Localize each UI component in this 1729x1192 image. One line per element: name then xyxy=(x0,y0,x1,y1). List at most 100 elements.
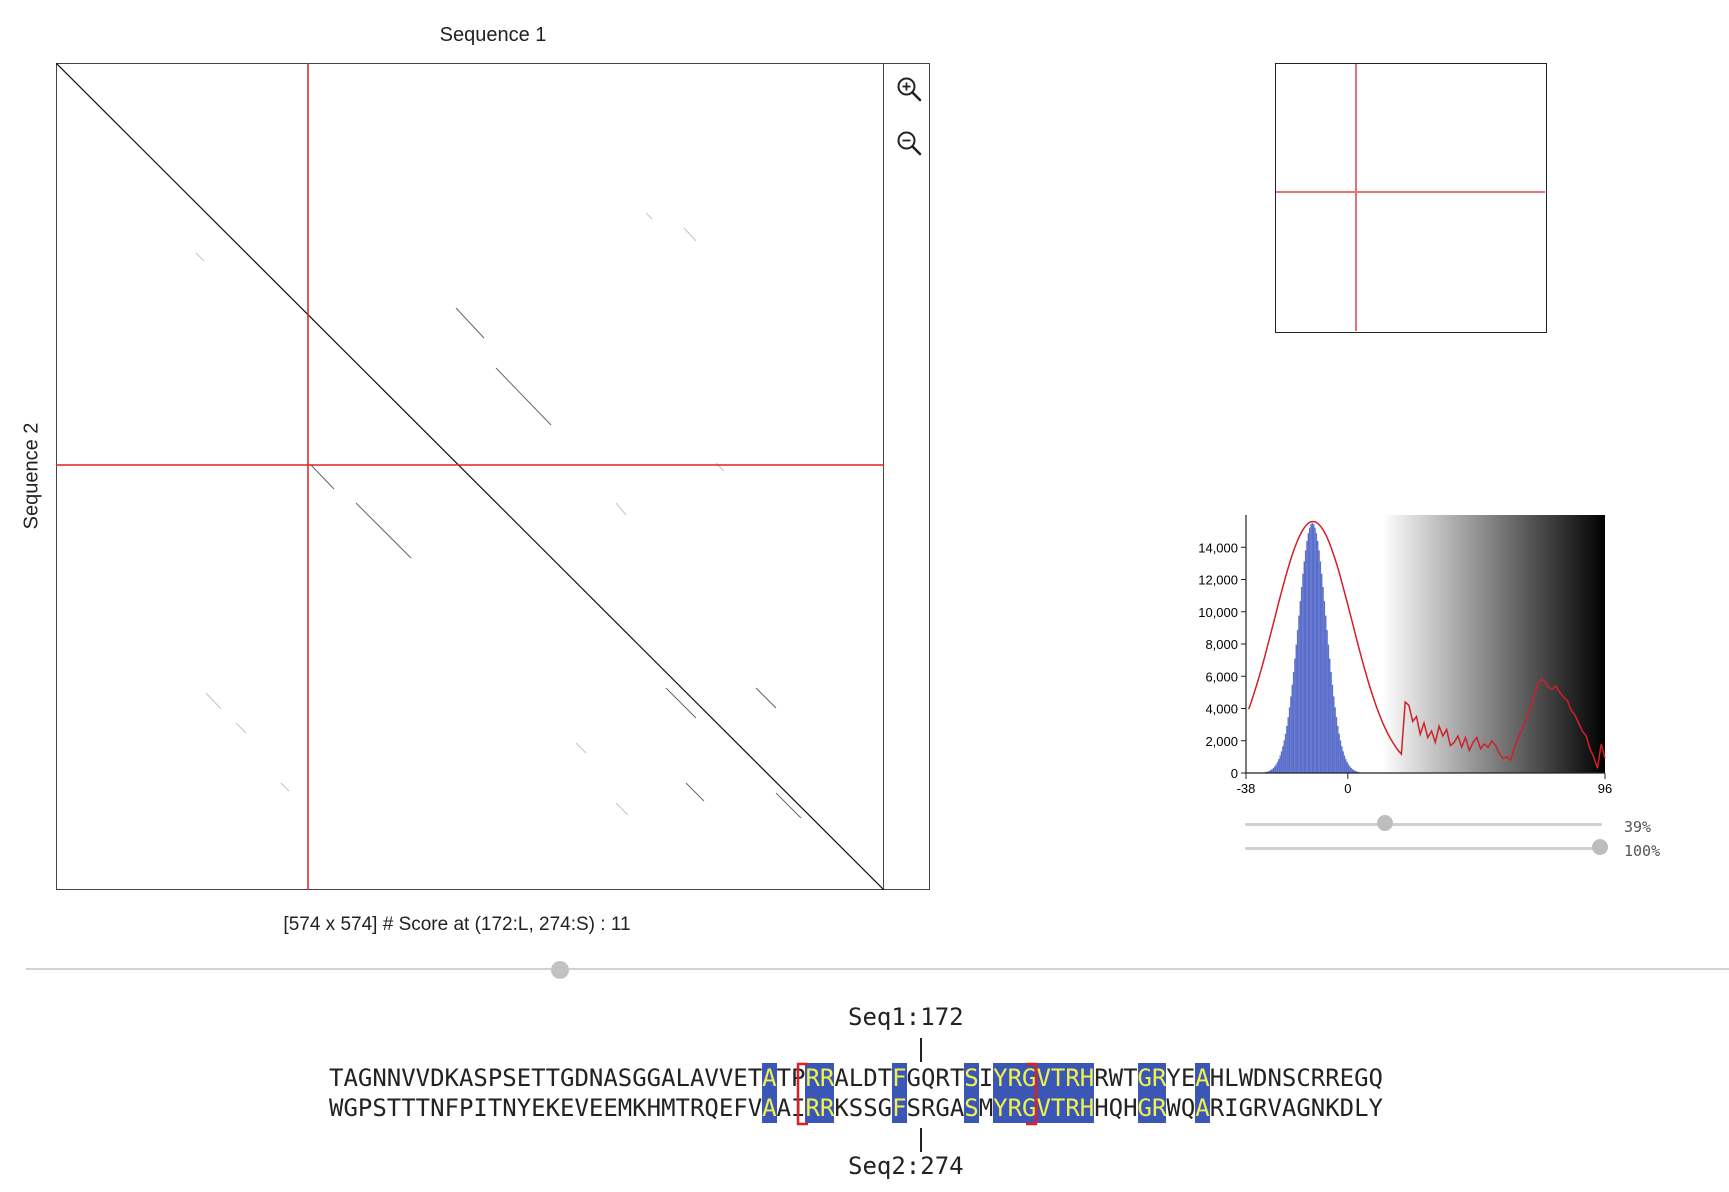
seq2-residue: P xyxy=(357,1094,373,1122)
zoom-out-button[interactable] xyxy=(892,126,926,160)
hist-x-tick-label: 0 xyxy=(1344,781,1351,796)
seq2-residue: K xyxy=(834,1094,849,1122)
seq1-residue: H xyxy=(1209,1064,1225,1092)
contrast-slider-knob[interactable] xyxy=(1377,815,1393,831)
histogram-curve xyxy=(1247,520,1606,769)
seq1-residue: T xyxy=(1123,1064,1138,1092)
histogram-bar xyxy=(1279,755,1281,773)
histogram-bar xyxy=(1268,770,1271,773)
seq2-residue: S xyxy=(848,1094,864,1122)
seq1-residue: G xyxy=(1137,1063,1152,1093)
seq1-residue: T xyxy=(1050,1063,1066,1093)
seq1-residue: G xyxy=(632,1064,647,1092)
seq1-residue: A xyxy=(343,1064,358,1092)
seq1-residue: A xyxy=(661,1064,676,1092)
seq2-residue: F xyxy=(444,1094,459,1122)
seq1-residue: R xyxy=(935,1064,950,1092)
seq2-residue: R xyxy=(805,1093,820,1123)
seq1-residue: S xyxy=(502,1064,517,1092)
histogram-bar xyxy=(1286,725,1288,773)
dot-plot-canvas[interactable] xyxy=(56,63,884,890)
seq2-residue: E xyxy=(531,1094,546,1122)
histogram-bar xyxy=(1353,770,1355,773)
histogram-bar xyxy=(1322,587,1324,773)
histogram-bar xyxy=(1330,671,1332,773)
seq2-residue: R xyxy=(1253,1094,1268,1122)
histogram-bar xyxy=(1274,766,1276,773)
seq2-residue: S xyxy=(964,1093,979,1123)
plot-title: Sequence 1 xyxy=(439,24,547,46)
panel-divider-handle[interactable] xyxy=(551,961,569,979)
seq2-residue: R xyxy=(1007,1093,1023,1123)
seq1-position-label: Seq1:172 xyxy=(848,1003,964,1031)
histogram-bar xyxy=(1342,751,1344,773)
seq1-residue: A xyxy=(834,1064,849,1092)
score-status-text: [574 x 574] # Score at (172:L, 274:S) : … xyxy=(283,914,631,935)
seq1-residue: E xyxy=(516,1064,532,1092)
seq1-residue: V xyxy=(718,1064,734,1092)
seq2-residue: L xyxy=(1354,1094,1369,1122)
histogram-bar xyxy=(1291,684,1293,773)
score-histogram: 0 2,000 4,000 6,000 8,000 10,000 12,000 14,000 … xyxy=(1160,505,1620,805)
histogram-bar xyxy=(1270,770,1272,773)
seq1-residue: N xyxy=(372,1064,387,1092)
seq1-residue: T xyxy=(545,1064,561,1092)
seq1-residue: G xyxy=(560,1064,575,1092)
seq2-residue: V xyxy=(574,1094,589,1122)
noise-matches xyxy=(195,212,725,816)
seq1-residue: V xyxy=(415,1064,431,1092)
seq1-residue: S xyxy=(617,1064,633,1092)
histogram-bar xyxy=(1345,759,1347,773)
seq1-residue: A xyxy=(762,1063,777,1093)
brightness-slider-knob[interactable] xyxy=(1592,839,1608,855)
seq1-residue: L xyxy=(1224,1064,1239,1092)
alignment-window-brackets xyxy=(796,1062,1038,1126)
panel-divider[interactable] xyxy=(26,968,1729,970)
seq2-residue: H xyxy=(646,1094,662,1122)
seq2-residue: M xyxy=(978,1094,994,1122)
overview-map[interactable] xyxy=(1275,63,1547,333)
seq2-residue: G xyxy=(935,1094,950,1122)
seq2-residue: V xyxy=(747,1094,763,1122)
seq1-residue: A xyxy=(1195,1063,1210,1093)
seq2-residue: I xyxy=(1224,1094,1239,1122)
histogram-bar xyxy=(1306,540,1308,773)
histogram-bar xyxy=(1304,550,1307,773)
seq1-residue: W xyxy=(1238,1064,1254,1092)
hist-y-tick-label: 4,000 xyxy=(1205,702,1238,717)
contrast-value: 39% xyxy=(1624,818,1652,836)
main-diagonal xyxy=(56,63,884,890)
seq1-residue: C xyxy=(1296,1064,1311,1092)
seq2-residue: M xyxy=(661,1094,676,1122)
histogram-bar xyxy=(1351,769,1354,773)
histogram-bar xyxy=(1315,533,1318,773)
seq2-residue: Q xyxy=(1108,1094,1124,1122)
seq2-residue: N xyxy=(430,1094,445,1122)
seq2-residue: F xyxy=(733,1094,748,1122)
seq1-residue: G xyxy=(906,1064,921,1092)
seq1-residue: R xyxy=(805,1063,820,1093)
seq1-residue: E xyxy=(1180,1064,1196,1092)
hist-y-tick-label: 2,000 xyxy=(1205,734,1238,749)
seq2-residue: E xyxy=(718,1094,734,1122)
seq2-residue: Y xyxy=(993,1093,1008,1123)
seq1-residue: N xyxy=(588,1064,604,1092)
seq2-residue: G xyxy=(1296,1094,1311,1122)
brightness-slider[interactable] xyxy=(1245,839,1608,859)
seq1-residue: S xyxy=(1281,1064,1297,1092)
seq1-residue: Q xyxy=(1368,1064,1383,1092)
seq2-position-tick xyxy=(920,1128,922,1152)
zoom-in-button[interactable] xyxy=(892,72,926,106)
seq2-residue: I xyxy=(473,1094,488,1122)
seq1-residue: N xyxy=(386,1064,402,1092)
seq2-residue: E xyxy=(603,1094,618,1122)
contrast-slider[interactable] xyxy=(1245,815,1605,835)
seq1-residue: R xyxy=(1094,1064,1109,1092)
seq1-residue: G xyxy=(646,1064,662,1092)
seq1-residue: W xyxy=(1108,1064,1124,1092)
seq1-residue: A xyxy=(689,1064,705,1092)
histogram-bar xyxy=(1272,767,1275,773)
histogram-bar xyxy=(1299,601,1301,773)
seq2-residue: G xyxy=(1238,1094,1254,1122)
histogram-bar xyxy=(1288,707,1291,773)
